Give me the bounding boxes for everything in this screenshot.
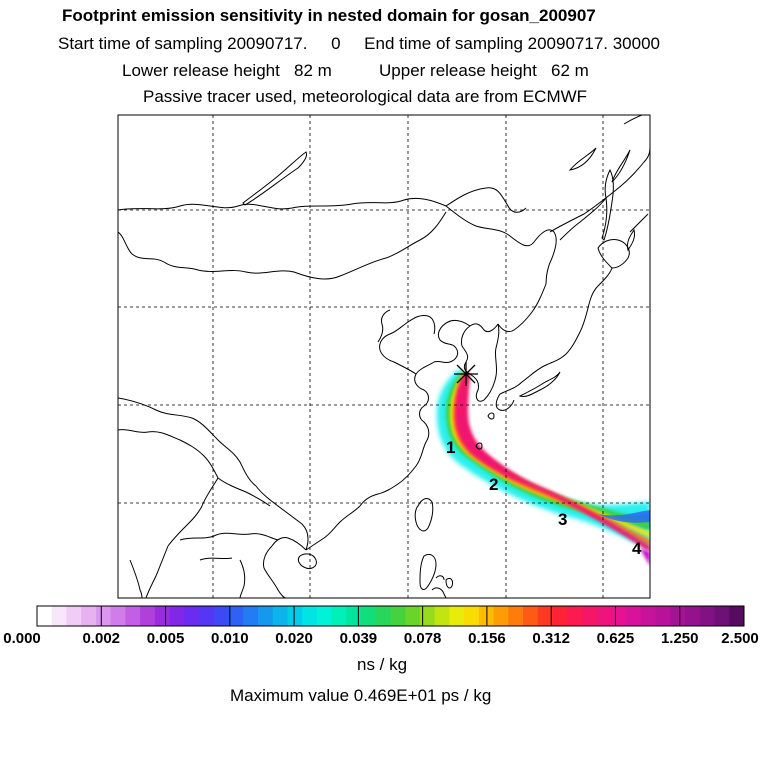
map-title: Footprint emission sensitivity in nested… [62, 6, 596, 25]
colorbar-tick-label: 0.312 [532, 630, 570, 647]
day-label-2: 2 [489, 475, 499, 494]
colorbar-tick-label: 0.005 [146, 630, 185, 647]
colorbar-tick-label: 0.000 [3, 630, 41, 647]
colorbar-tick-label: 0.020 [275, 630, 313, 647]
graticule [118, 115, 650, 598]
colorbar-tick-label: 0.039 [339, 630, 378, 647]
colorbar-tick-label: 0.625 [596, 630, 635, 647]
footprint-plume [436, 370, 650, 566]
colorbar-tick-label: 0.002 [82, 630, 121, 647]
colorbar-tick-label: 2.500 [721, 630, 759, 647]
day-label-3: 3 [558, 510, 568, 529]
day-label-1: 1 [446, 438, 456, 457]
colorbar-unit: ns / kg [357, 655, 408, 674]
day-label-4: 4 [632, 539, 642, 558]
colorbar-tick-label: 0.078 [403, 630, 442, 647]
colorbar-tick-label: 0.156 [468, 630, 506, 647]
footprint-map [117, 114, 651, 599]
tracer-info-line: Passive tracer used, meteorological data… [143, 87, 588, 106]
coastlines [118, 115, 650, 598]
release-height-line: Lower release height 82 m Upper release … [122, 61, 589, 80]
sampling-time-line: Start time of sampling 20090717. 0 End t… [58, 34, 660, 53]
star-icon [454, 362, 478, 386]
colorbar-tick-label: 0.010 [211, 630, 249, 647]
colorbar-tick-label: 1.250 [660, 630, 699, 647]
maximum-value: Maximum value 0.469E+01 ps / kg [230, 686, 492, 705]
